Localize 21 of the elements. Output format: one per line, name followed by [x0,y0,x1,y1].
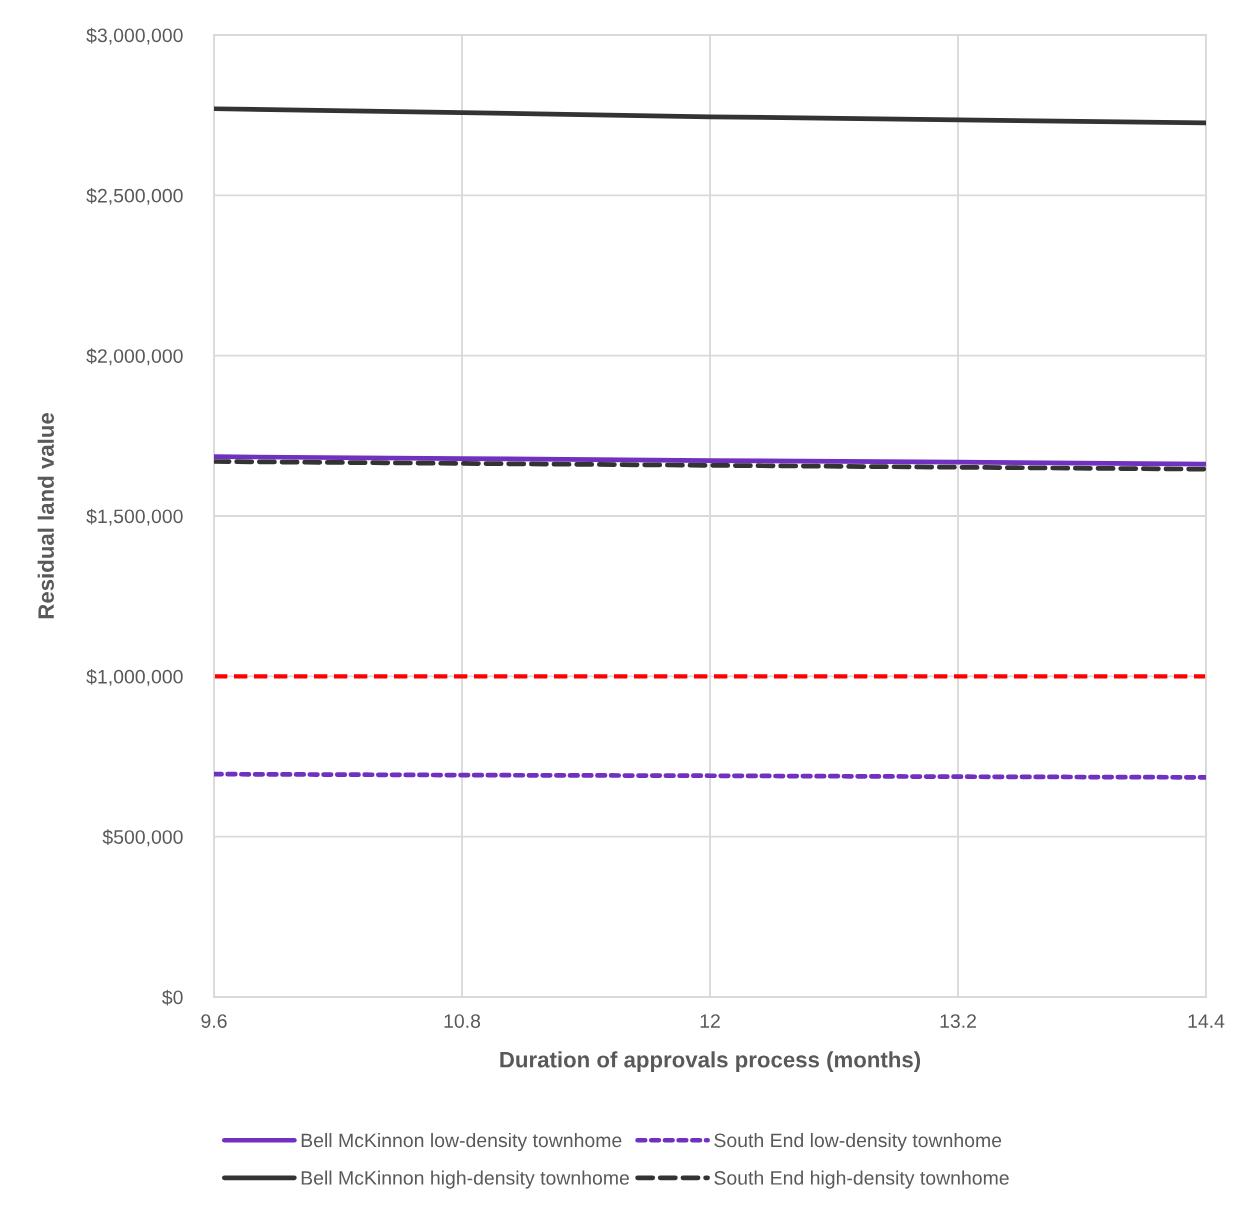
x-axis-title: Duration of approvals process (months) [500,1051,921,1072]
x-tick-label: 12 [700,1014,720,1028]
line-series [214,459,1206,472]
legend-label: South End high-density townhome [714,1170,1009,1189]
y-tick-label: $2,000,000 [86,348,183,366]
legend-label: South End low-density townhome [714,1132,1002,1152]
y-tick-label: $3,000,000 [86,27,183,45]
y-axis-title: Residual land value [37,413,54,619]
x-tick-label: 10.8 [444,1014,481,1028]
legend-label: Bell McKinnon high-density townhome [301,1170,629,1189]
x-tick-label: 9.6 [201,1014,227,1028]
y-tick-label: $0 [162,989,183,1006]
legend-label: Bell McKinnon low-density townhome [301,1132,622,1152]
y-tick-label: $1,500,000 [86,508,183,526]
x-tick-label: 14.4 [1188,1014,1225,1028]
line-series [214,454,1206,467]
line-series [214,106,1206,126]
y-tick-label: $500,000 [102,829,183,847]
y-tick-label: $1,000,000 [86,668,183,686]
x-tick-label: 13.2 [940,1014,976,1028]
y-tick-label: $2,500,000 [86,187,183,205]
